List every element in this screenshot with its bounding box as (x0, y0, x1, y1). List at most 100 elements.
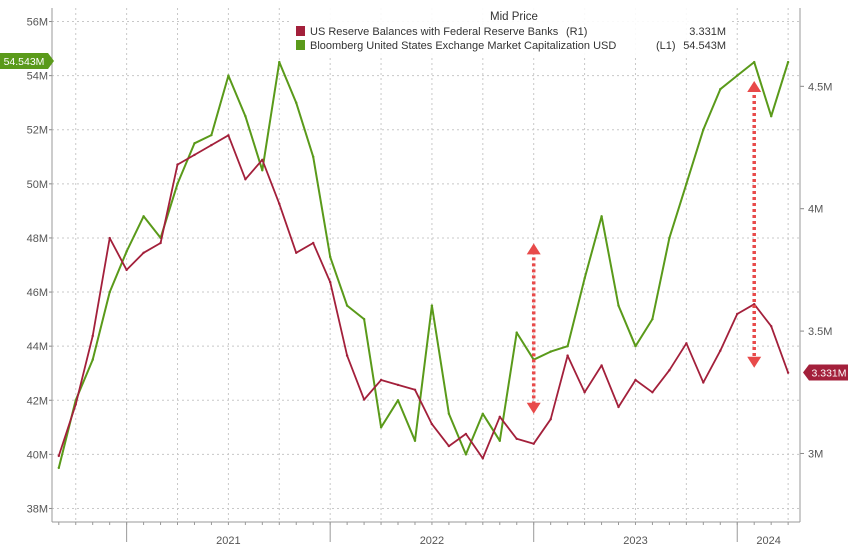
data-point-reserves (600, 364, 603, 367)
data-point-market-cap (345, 304, 349, 307)
data-point-reserves (719, 349, 722, 352)
legend-tag-market-cap: (L1) (656, 40, 676, 52)
data-point-reserves (702, 381, 705, 384)
double-arrow-annotation (747, 81, 762, 368)
data-point-reserves (532, 442, 535, 445)
data-point-reserves (685, 342, 688, 345)
y-left-tick-label: 44M (27, 341, 48, 353)
legend-name-reserves: US Reserve Balances with Federal Reserve… (310, 26, 559, 38)
value-badge-market-cap: 54.543M (0, 52, 54, 69)
data-point-reserves (91, 334, 94, 338)
data-point-market-cap (447, 412, 451, 415)
data-point-reserves (176, 163, 179, 166)
arrow-head-up (747, 81, 762, 93)
data-point-market-cap (736, 74, 739, 77)
data-point-market-cap (210, 133, 213, 137)
data-point-market-cap (413, 439, 417, 442)
legend-swatch-reserves (296, 26, 305, 36)
data-point-market-cap (193, 142, 196, 145)
data-point-market-cap (57, 466, 60, 470)
data-point-reserves (125, 268, 128, 272)
data-point-market-cap (227, 74, 230, 77)
legend-tag-reserves: (R1) (566, 26, 587, 38)
badge-text: 3.331M (811, 367, 846, 379)
data-point-market-cap (261, 169, 264, 172)
arrow-head-down (526, 402, 541, 414)
data-point-reserves (413, 388, 417, 391)
data-point-reserves (786, 371, 790, 374)
data-point-market-cap (396, 399, 400, 402)
legend-name-market-cap: Bloomberg United States Exchange Market … (310, 40, 616, 52)
data-point-reserves (278, 202, 281, 205)
data-point-reserves (464, 432, 468, 436)
data-point-market-cap (515, 331, 518, 334)
data-point-market-cap (142, 215, 145, 218)
data-point-reserves (481, 457, 484, 460)
y-left-tick-label: 46M (27, 287, 48, 299)
data-point-market-cap (702, 128, 705, 131)
data-point-market-cap (176, 182, 179, 185)
data-point-market-cap (634, 345, 637, 348)
data-point-market-cap (362, 317, 366, 321)
y-right-tick-label: 3M (808, 448, 823, 460)
double-arrow-annotation (526, 243, 541, 414)
y-left-tick-label: 38M (27, 503, 48, 515)
data-point-market-cap (753, 60, 756, 64)
data-point-market-cap (583, 277, 586, 280)
legend-value-reserves: 3.331M (689, 26, 726, 38)
data-point-market-cap (786, 60, 790, 64)
x-tick-label: 2023 (623, 535, 647, 547)
data-point-market-cap (464, 453, 468, 456)
data-point-reserves (753, 303, 756, 306)
data-point-market-cap (549, 350, 552, 353)
data-point-reserves (736, 312, 739, 316)
data-point-reserves (244, 178, 247, 181)
data-point-reserves (108, 236, 111, 240)
data-point-market-cap (295, 101, 298, 104)
data-point-market-cap (329, 255, 332, 259)
data-point-market-cap (668, 236, 671, 240)
data-point-reserves (329, 280, 332, 284)
badge-text: 54.543M (4, 56, 45, 68)
y-right-tick-label: 4M (808, 204, 823, 216)
data-point-market-cap (566, 345, 569, 348)
data-point-reserves (430, 422, 434, 426)
arrow-head-up (526, 243, 541, 255)
data-point-market-cap (278, 60, 281, 64)
data-point-reserves (210, 143, 213, 147)
data-point-reserves (295, 251, 298, 254)
data-point-reserves (379, 378, 383, 382)
y-left-tick-label: 56M (27, 17, 48, 29)
data-point-reserves (549, 418, 552, 421)
series-line-market-cap (57, 61, 790, 469)
y-left-tick-label: 50M (27, 179, 48, 191)
x-tick-label: 2024 (756, 535, 780, 547)
data-point-reserves (312, 241, 315, 245)
arrow-head-down (747, 356, 762, 368)
data-point-reserves (227, 134, 230, 137)
data-point-reserves (651, 391, 654, 394)
y-left-tick-label: 48M (27, 233, 48, 245)
data-point-reserves (396, 383, 400, 387)
badge-shape (803, 364, 848, 381)
value-badge-reserves: 3.331M (803, 364, 848, 381)
data-point-reserves (634, 378, 637, 382)
data-point-reserves (770, 325, 773, 328)
data-point-market-cap (481, 412, 484, 415)
series-line-reserves (57, 134, 789, 460)
legend-title: Mid Price (490, 11, 538, 23)
x-tick-label: 2022 (420, 535, 444, 547)
data-point-reserves (57, 454, 60, 458)
data-point-market-cap (600, 215, 603, 218)
legend-swatch-market-cap (296, 40, 305, 50)
data-point-market-cap (770, 115, 773, 118)
y-left-tick-label: 54M (27, 71, 48, 83)
data-point-reserves (142, 251, 145, 254)
legend-value-market-cap: 54.543M (683, 40, 726, 52)
data-point-market-cap (108, 290, 111, 294)
data-point-reserves (261, 158, 264, 161)
y-left-tick-label: 40M (27, 449, 48, 461)
data-point-reserves (583, 391, 586, 394)
data-point-market-cap (125, 250, 128, 253)
